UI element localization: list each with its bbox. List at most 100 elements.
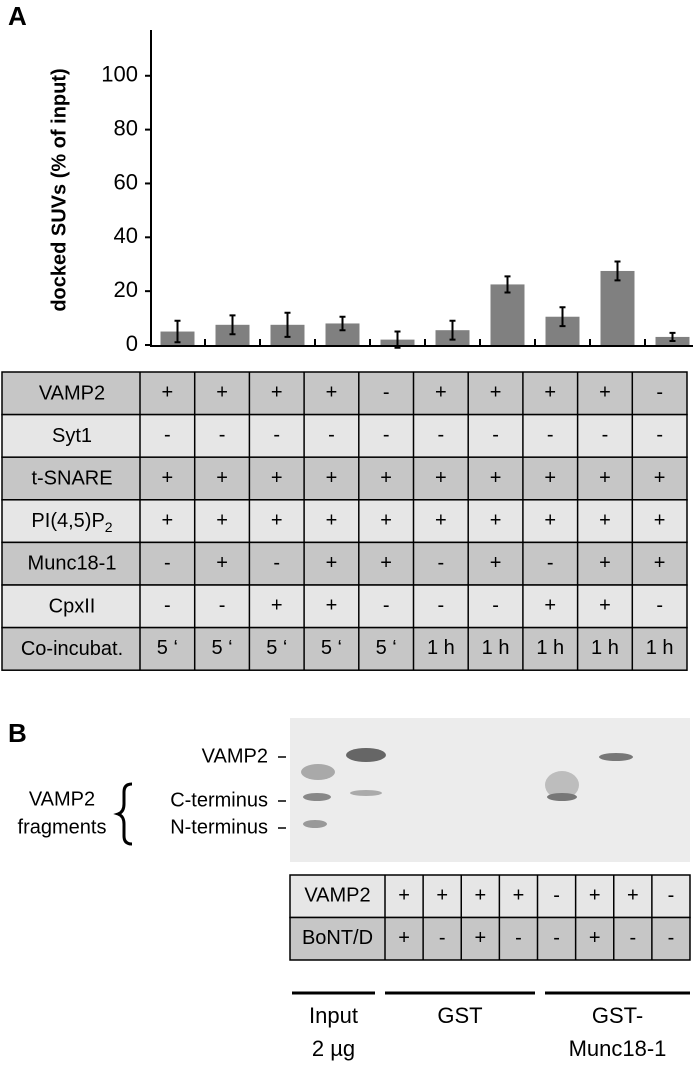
cell: + — [326, 552, 338, 574]
cell: + — [654, 552, 666, 574]
cell: - — [438, 424, 445, 446]
gel-band — [350, 790, 382, 796]
error-bar — [284, 311, 291, 338]
cell: + — [271, 509, 283, 531]
cell: + — [326, 467, 338, 489]
cell: - — [656, 382, 663, 404]
cell: + — [398, 885, 410, 907]
cell: + — [490, 382, 502, 404]
row-label: Syt1 — [52, 425, 92, 447]
panel-label: B — [8, 718, 27, 748]
row-label-text: VAMP2 — [39, 383, 105, 405]
bar — [600, 270, 635, 345]
error-bar — [339, 315, 346, 332]
gel-band — [547, 793, 577, 801]
cell: + — [162, 509, 174, 531]
error-bar — [229, 314, 236, 336]
table-row — [1, 413, 688, 458]
cell: - — [164, 552, 171, 574]
cell: - — [656, 595, 663, 617]
cell: - — [438, 595, 445, 617]
cell: + — [544, 467, 556, 489]
cell: + — [216, 467, 228, 489]
row-label: VAMP2 — [39, 383, 105, 405]
cell: + — [599, 595, 611, 617]
y-tick-label: 40 — [114, 223, 138, 248]
cell: - — [273, 424, 280, 446]
table-row — [1, 499, 688, 544]
fragments-label: fragments — [18, 816, 107, 838]
cell: + — [435, 382, 447, 404]
cell: + — [380, 509, 392, 531]
cell: + — [271, 467, 283, 489]
bar — [490, 284, 525, 345]
group-label: 2 µg — [312, 1036, 355, 1061]
cell: + — [326, 595, 338, 617]
cell: + — [380, 467, 392, 489]
table-row — [1, 541, 688, 586]
cell: + — [474, 885, 486, 907]
cell: - — [383, 382, 390, 404]
row-label: Munc18-1 — [28, 553, 117, 575]
cell: + — [271, 382, 283, 404]
cell: + — [544, 595, 556, 617]
row-label-text: PI(4,5)P — [31, 510, 104, 532]
cell: - — [164, 424, 171, 446]
y-axis-label: docked SUVs (% of input) — [48, 68, 70, 311]
gel-band — [303, 793, 331, 801]
error-bar — [394, 330, 401, 349]
row-label: BoNT/D — [302, 927, 373, 949]
fragments-label: VAMP2 — [29, 788, 95, 810]
cell: + — [490, 467, 502, 489]
cell: - — [383, 595, 390, 617]
gel — [290, 718, 690, 862]
cell: + — [589, 885, 601, 907]
table-row — [1, 584, 688, 629]
cell: - — [553, 927, 560, 949]
row-label-text: Co-incubat. — [21, 638, 123, 660]
gel-label: C-terminus — [170, 789, 268, 811]
row-label: Co-incubat. — [21, 638, 123, 660]
group-label: GST — [437, 1003, 482, 1028]
gel-band — [303, 820, 327, 828]
table-row — [1, 456, 688, 501]
group-label: GST- — [592, 1003, 643, 1028]
cell: - — [656, 424, 663, 446]
cell: - — [515, 927, 522, 949]
cell: + — [216, 382, 228, 404]
y-tick-label: 100 — [101, 62, 138, 87]
cell: - — [492, 595, 499, 617]
cell: 5 ‘ — [321, 637, 342, 659]
y-tick-label: 80 — [114, 115, 138, 140]
cell: + — [589, 927, 601, 949]
error-bar — [174, 319, 181, 344]
cell: + — [435, 467, 447, 489]
group-label: Input — [309, 1003, 358, 1028]
gel-label: N-terminus — [170, 816, 268, 838]
cell: + — [654, 467, 666, 489]
cell: 5 ‘ — [266, 637, 287, 659]
gel-band — [301, 764, 335, 780]
row-label: CpxII — [49, 596, 96, 618]
cell: - — [668, 927, 675, 949]
cell: 1 h — [482, 637, 510, 659]
cell: 5 ‘ — [211, 637, 232, 659]
row-label-text: Syt1 — [52, 425, 92, 447]
error-bar — [614, 260, 621, 282]
error-bar — [559, 306, 566, 328]
error-bar — [669, 331, 676, 342]
table-row — [1, 626, 688, 671]
cell: + — [599, 509, 611, 531]
table-row — [289, 916, 691, 961]
gel-band — [599, 753, 633, 761]
cell: - — [547, 552, 554, 574]
cell: - — [328, 424, 335, 446]
cell: + — [490, 552, 502, 574]
cell: + — [162, 467, 174, 489]
cell: + — [436, 885, 448, 907]
cell: 1 h — [427, 637, 455, 659]
cell: - — [629, 927, 636, 949]
cell: 1 h — [591, 637, 619, 659]
cell: - — [273, 552, 280, 574]
